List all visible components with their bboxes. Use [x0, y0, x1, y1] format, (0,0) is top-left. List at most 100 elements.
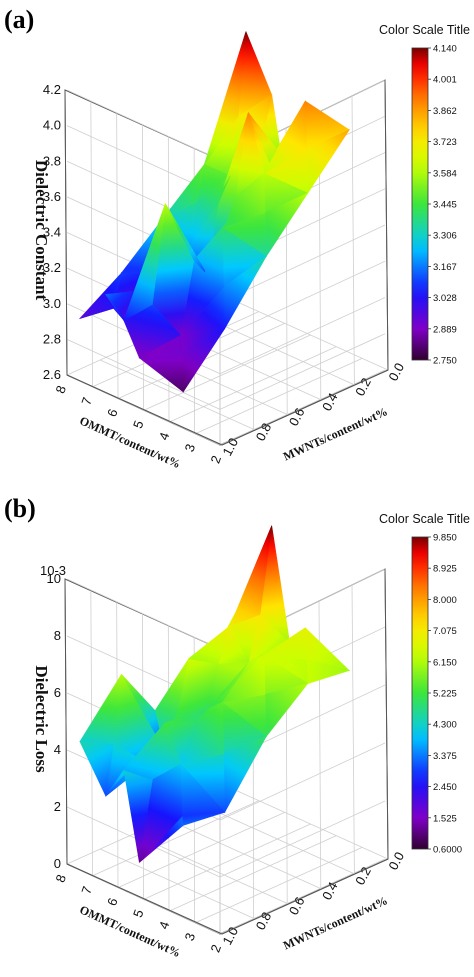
- z-axis-line: [64, 578, 68, 865]
- surface: [78, 31, 351, 393]
- colorbar-tick-label: 8.000: [433, 595, 457, 606]
- colorbar-tick-label: 3.445: [433, 200, 457, 211]
- y-tick-label: 1.0: [219, 435, 241, 458]
- y-tick-label: 0.8: [253, 420, 275, 443]
- x-gridline: [92, 800, 259, 877]
- colorbar-tick-label: 7.075: [433, 626, 457, 637]
- colorbar-tick-label: 2.750: [433, 356, 457, 367]
- y-gridline: [199, 803, 355, 875]
- z-tick-label: 3.4: [43, 225, 61, 240]
- z-axis-title: Dielectric Constant: [32, 160, 51, 301]
- y-tick-label: 0.6: [286, 894, 308, 917]
- y-axis-line: [221, 858, 389, 935]
- x-tick-label: 2: [207, 453, 224, 465]
- colorbar: [411, 536, 429, 850]
- z-tick-label: 3.2: [43, 260, 61, 275]
- colorbar-title: Color Scale Title: [379, 512, 470, 526]
- z-tick-label: 6: [54, 685, 61, 700]
- y-gridline: [100, 359, 256, 431]
- surface-plot-b: 024681087654320.00.20.40.60.81.0(b)10-3D…: [4, 494, 470, 960]
- surface-facet: [139, 763, 183, 863]
- z-tick-label: 3.8: [43, 153, 61, 168]
- surface-facet: [263, 100, 307, 175]
- surface-facet: [221, 654, 266, 703]
- z-gridline: [219, 858, 386, 935]
- x-axis-line: [66, 863, 223, 935]
- y-tick-label: 1.0: [219, 924, 241, 947]
- surface-facet: [206, 662, 249, 710]
- surface-facet: [123, 203, 166, 322]
- x-tick-label: 6: [104, 896, 121, 908]
- z-tick-label: 2.8: [43, 331, 61, 346]
- chart-panel-b: 0 2 4 6 8 10 8 7 6 5 4 3 2 0.0 0.2 0.4 0.6 0.8 1.0 (b) 10-3 D…: [0, 489, 474, 977]
- surface-facet: [79, 674, 122, 745]
- colorbar-tick-label: 2.889: [433, 324, 457, 335]
- x-tick-label: 8: [52, 383, 69, 395]
- surface-facet: [162, 164, 205, 219]
- x-tick-label: 2: [207, 942, 224, 954]
- panel-label: (a): [4, 5, 34, 34]
- surface: [79, 525, 351, 863]
- surface-facet: [121, 674, 164, 747]
- y-gridline: [351, 95, 355, 386]
- colorbar-tick-label: 3.862: [433, 106, 457, 117]
- y-gridline: [100, 848, 256, 920]
- z-tick-label: 8: [54, 628, 61, 643]
- colorbar-tick-label: 3.028: [433, 293, 457, 304]
- z-gridline: [219, 260, 386, 339]
- surface-facet: [221, 172, 266, 229]
- z-gridline: [219, 333, 386, 410]
- x-tick-label: 4: [156, 430, 173, 442]
- y-tick-label: 0.4: [319, 879, 341, 902]
- colorbar-tick-label: 8.925: [433, 564, 457, 575]
- z-axis-title: Dielectric Loss: [32, 665, 51, 773]
- z-tick-label: 3.0: [43, 296, 61, 311]
- x-tick-label: 3: [182, 931, 199, 943]
- z-tick-label: 2: [54, 799, 61, 814]
- surface-facet: [180, 701, 224, 765]
- x-tick-label: 7: [78, 395, 95, 407]
- panel-label: (b): [4, 494, 36, 523]
- y-tick-label: 0.8: [253, 909, 275, 932]
- y-tick-label: 0.6: [286, 405, 308, 428]
- z-gridline: [66, 89, 221, 161]
- surface-facet: [262, 627, 307, 660]
- y-tick-label: 0.2: [352, 864, 374, 887]
- y-gridline: [232, 299, 389, 371]
- colorbar-title: Color Scale Title: [379, 23, 470, 37]
- x-tick-label: 8: [52, 872, 69, 884]
- colorbar-tick-label: 3.723: [433, 137, 457, 148]
- colorbar-tick-label: 6.150: [433, 657, 457, 668]
- colorbar-tick-label: 5.225: [433, 689, 457, 700]
- colorbar-tick-label: 3.375: [433, 751, 457, 762]
- z-tick-label: 2.6: [43, 367, 61, 382]
- x-tick-label: 5: [130, 907, 147, 919]
- surface-facet: [139, 334, 183, 359]
- surface-facet: [123, 722, 166, 781]
- surface-facet: [188, 624, 231, 665]
- right-edge-line: [384, 568, 389, 860]
- surface-facet: [204, 31, 247, 165]
- x-tick-label: 6: [104, 407, 121, 419]
- z-gridline: [219, 800, 386, 878]
- colorbar: [411, 47, 429, 361]
- surface-facet: [78, 271, 122, 320]
- x-gridline: [196, 846, 363, 923]
- x-gridline: [90, 101, 93, 387]
- z-tick-label: 4: [54, 742, 61, 757]
- right-edge-line: [384, 79, 389, 371]
- y-gridline: [166, 818, 322, 890]
- z-tick-label: 4.0: [43, 118, 61, 133]
- x-gridline: [144, 823, 311, 900]
- surface-facet: [229, 525, 273, 627]
- x-gridline: [118, 811, 285, 888]
- x-tick-label: 4: [156, 919, 173, 931]
- colorbar-tick-label: 1.525: [433, 813, 457, 824]
- y-gridline: [232, 788, 389, 860]
- y-tick-label: 0.0: [385, 849, 407, 872]
- y-tick-label: 0.4: [319, 390, 341, 413]
- colorbar-tick-label: 3.306: [433, 231, 457, 242]
- chart-panel-a: 2.6 2.8 3.0 3.2 3.4 3.6 3.8 4.0 4.2 8 7 6 5 4 3 2 0.0 0.2…: [0, 0, 474, 488]
- surface-facet: [188, 175, 231, 249]
- z-tick-label: 4.2: [43, 82, 61, 97]
